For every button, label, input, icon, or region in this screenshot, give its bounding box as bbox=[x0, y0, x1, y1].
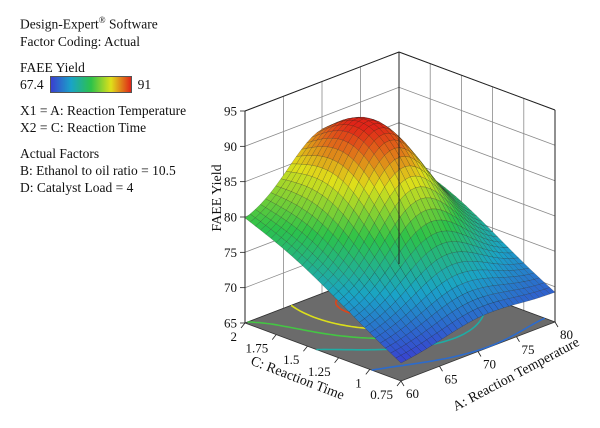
legend-min-label: 67.4 bbox=[20, 76, 44, 92]
y-tick-label-2: 1.25 bbox=[308, 364, 331, 379]
z-tick-label-2: 75 bbox=[224, 245, 237, 260]
response-name: FAEE Yield bbox=[20, 59, 85, 75]
y-tick-label-1: 1 bbox=[355, 375, 362, 390]
software-name: Design-Expert bbox=[20, 16, 99, 32]
frame-edge-4 bbox=[398, 51, 556, 111]
y-tick-label-3: 1.5 bbox=[283, 352, 299, 367]
response-surface bbox=[244, 117, 556, 364]
factor-x2: X2 = C: Reaction Time bbox=[20, 119, 147, 135]
z-tick-label-6: 95 bbox=[224, 104, 237, 119]
x-tick-label-0: 60 bbox=[406, 386, 419, 401]
z-tick-label-1: 70 bbox=[224, 280, 237, 295]
z-tick-label-5: 90 bbox=[224, 139, 237, 154]
registered-mark: ® bbox=[98, 15, 106, 25]
z-tick-label-4: 85 bbox=[224, 174, 237, 189]
z-axis-title: FAEE Yield bbox=[210, 164, 225, 231]
x-tick-label-1: 65 bbox=[445, 371, 458, 386]
software-suffix: Software bbox=[108, 16, 158, 32]
frame-edge-3 bbox=[244, 51, 400, 112]
x-tick-label-4: 80 bbox=[560, 327, 573, 342]
y-tick-label-4: 1.75 bbox=[245, 341, 268, 356]
y-tick-mark-4 bbox=[271, 334, 277, 340]
contour-70 bbox=[371, 317, 546, 371]
y-tick-label-0: 0.75 bbox=[370, 387, 393, 402]
actual-factors-title: Actual Factors bbox=[20, 145, 100, 161]
x-tick-mark-2 bbox=[477, 351, 482, 357]
info-panel: Design-Expert® Software Factor Coding: A… bbox=[20, 12, 186, 196]
y-tick-mark-2 bbox=[334, 357, 339, 364]
y-tick-mark-1 bbox=[365, 369, 371, 375]
y-tick-mark-0 bbox=[396, 380, 402, 387]
y-tick-label-5: 2 bbox=[231, 329, 238, 344]
surface-cell bbox=[395, 355, 407, 364]
actual-factor-b: B: Ethanol to oil ratio = 10.5 bbox=[20, 162, 176, 178]
factor-coding: Factor Coding: Actual bbox=[20, 33, 140, 49]
legend-gradient-bar bbox=[49, 75, 132, 93]
factor-x1: X1 = A: Reaction Temperature bbox=[20, 102, 187, 118]
y-tick-mark-5 bbox=[240, 322, 246, 329]
axis-ticks: 65 70 75 80 85 90 95 60 65 70 75 80 0.75 1 1.25 1.5 1.75… bbox=[224, 104, 573, 403]
x-tick-label-2: 70 bbox=[483, 357, 496, 372]
x-tick-mark-3 bbox=[516, 336, 520, 342]
y-tick-mark-3 bbox=[303, 345, 308, 352]
x-tick-mark-4 bbox=[554, 321, 559, 328]
x-tick-mark-1 bbox=[439, 366, 443, 372]
z-tick-label-0: 65 bbox=[224, 316, 237, 331]
software-line: Design-Expert® Software bbox=[20, 12, 186, 33]
x-tick-mark-0 bbox=[400, 380, 405, 387]
z-tick-label-3: 80 bbox=[224, 210, 237, 225]
color-legend: 67.4 91 bbox=[20, 75, 186, 93]
legend-max-label: 91 bbox=[137, 76, 152, 92]
x-tick-label-3: 75 bbox=[522, 342, 535, 357]
actual-factor-d: D: Catalyst Load = 4 bbox=[20, 179, 134, 195]
